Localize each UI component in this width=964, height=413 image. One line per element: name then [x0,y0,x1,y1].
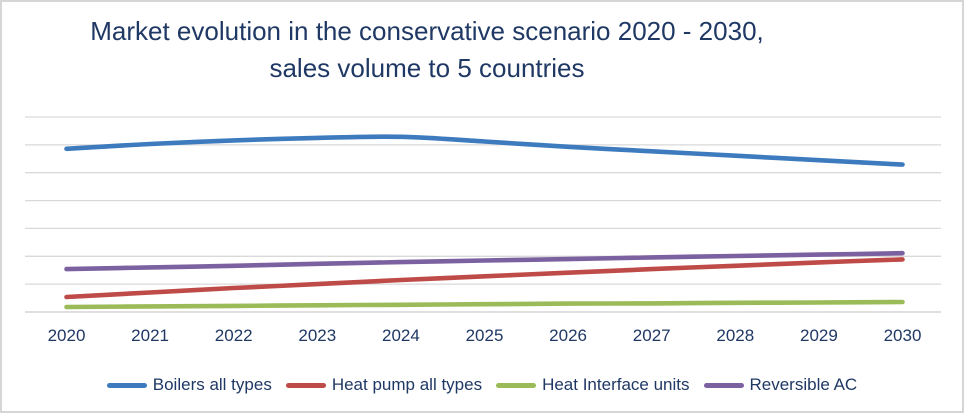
series-line-heat-pump-all-types [64,257,905,300]
legend-line-marker [496,382,537,388]
x-axis-label: 2025 [466,326,504,345]
x-axis-label: 2029 [800,326,838,345]
legend-item-label: Reversible AC [749,375,858,394]
legend-line-marker [106,382,147,388]
legend-item-reversible-ac: Reversible AC [703,375,858,395]
series-line-boilers-all-types [64,134,905,167]
legend-line-marker [285,382,326,388]
chart-title-line-2: sales volume to 5 countries [269,53,585,83]
legend-item-label: Heat pump all types [331,375,483,394]
chart-title-line-1: Market evolution in the conservative sce… [90,16,764,46]
legend: Boilers all types Heat pump all types Heat… [2,375,962,395]
x-axis-label: 2024 [382,326,420,345]
legend-item-heat-interface-units: Heat Interface units [496,375,690,395]
legend-line-marker [703,382,744,388]
x-axis-label: 2022 [215,326,253,345]
x-axis-labels: 2020 2021 2022 2023 2024 2025 2026 2027 2028 2029… [48,326,922,345]
x-axis-label: 2020 [48,326,86,345]
x-axis-label: 2021 [131,326,169,345]
legend-item-label: Boilers all types [152,375,272,394]
series-line-heat-interface-units [64,299,905,310]
x-axis-label: 2030 [884,326,922,345]
series-line-reversible-ac [64,250,905,272]
series-lines [64,134,905,310]
x-axis-label: 2028 [716,326,754,345]
chart-title: Market evolution in the conservative sce… [2,13,852,87]
x-axis-label: 2027 [633,326,671,345]
legend-item-heat-pump-all-types: Heat pump all types [285,375,483,395]
gridlines [25,116,941,313]
legend-item-label: Heat Interface units [542,375,690,394]
legend-item-boilers-all-types: Boilers all types [106,375,272,395]
x-axis-label: 2023 [298,326,336,345]
x-axis-label: 2026 [549,326,587,345]
